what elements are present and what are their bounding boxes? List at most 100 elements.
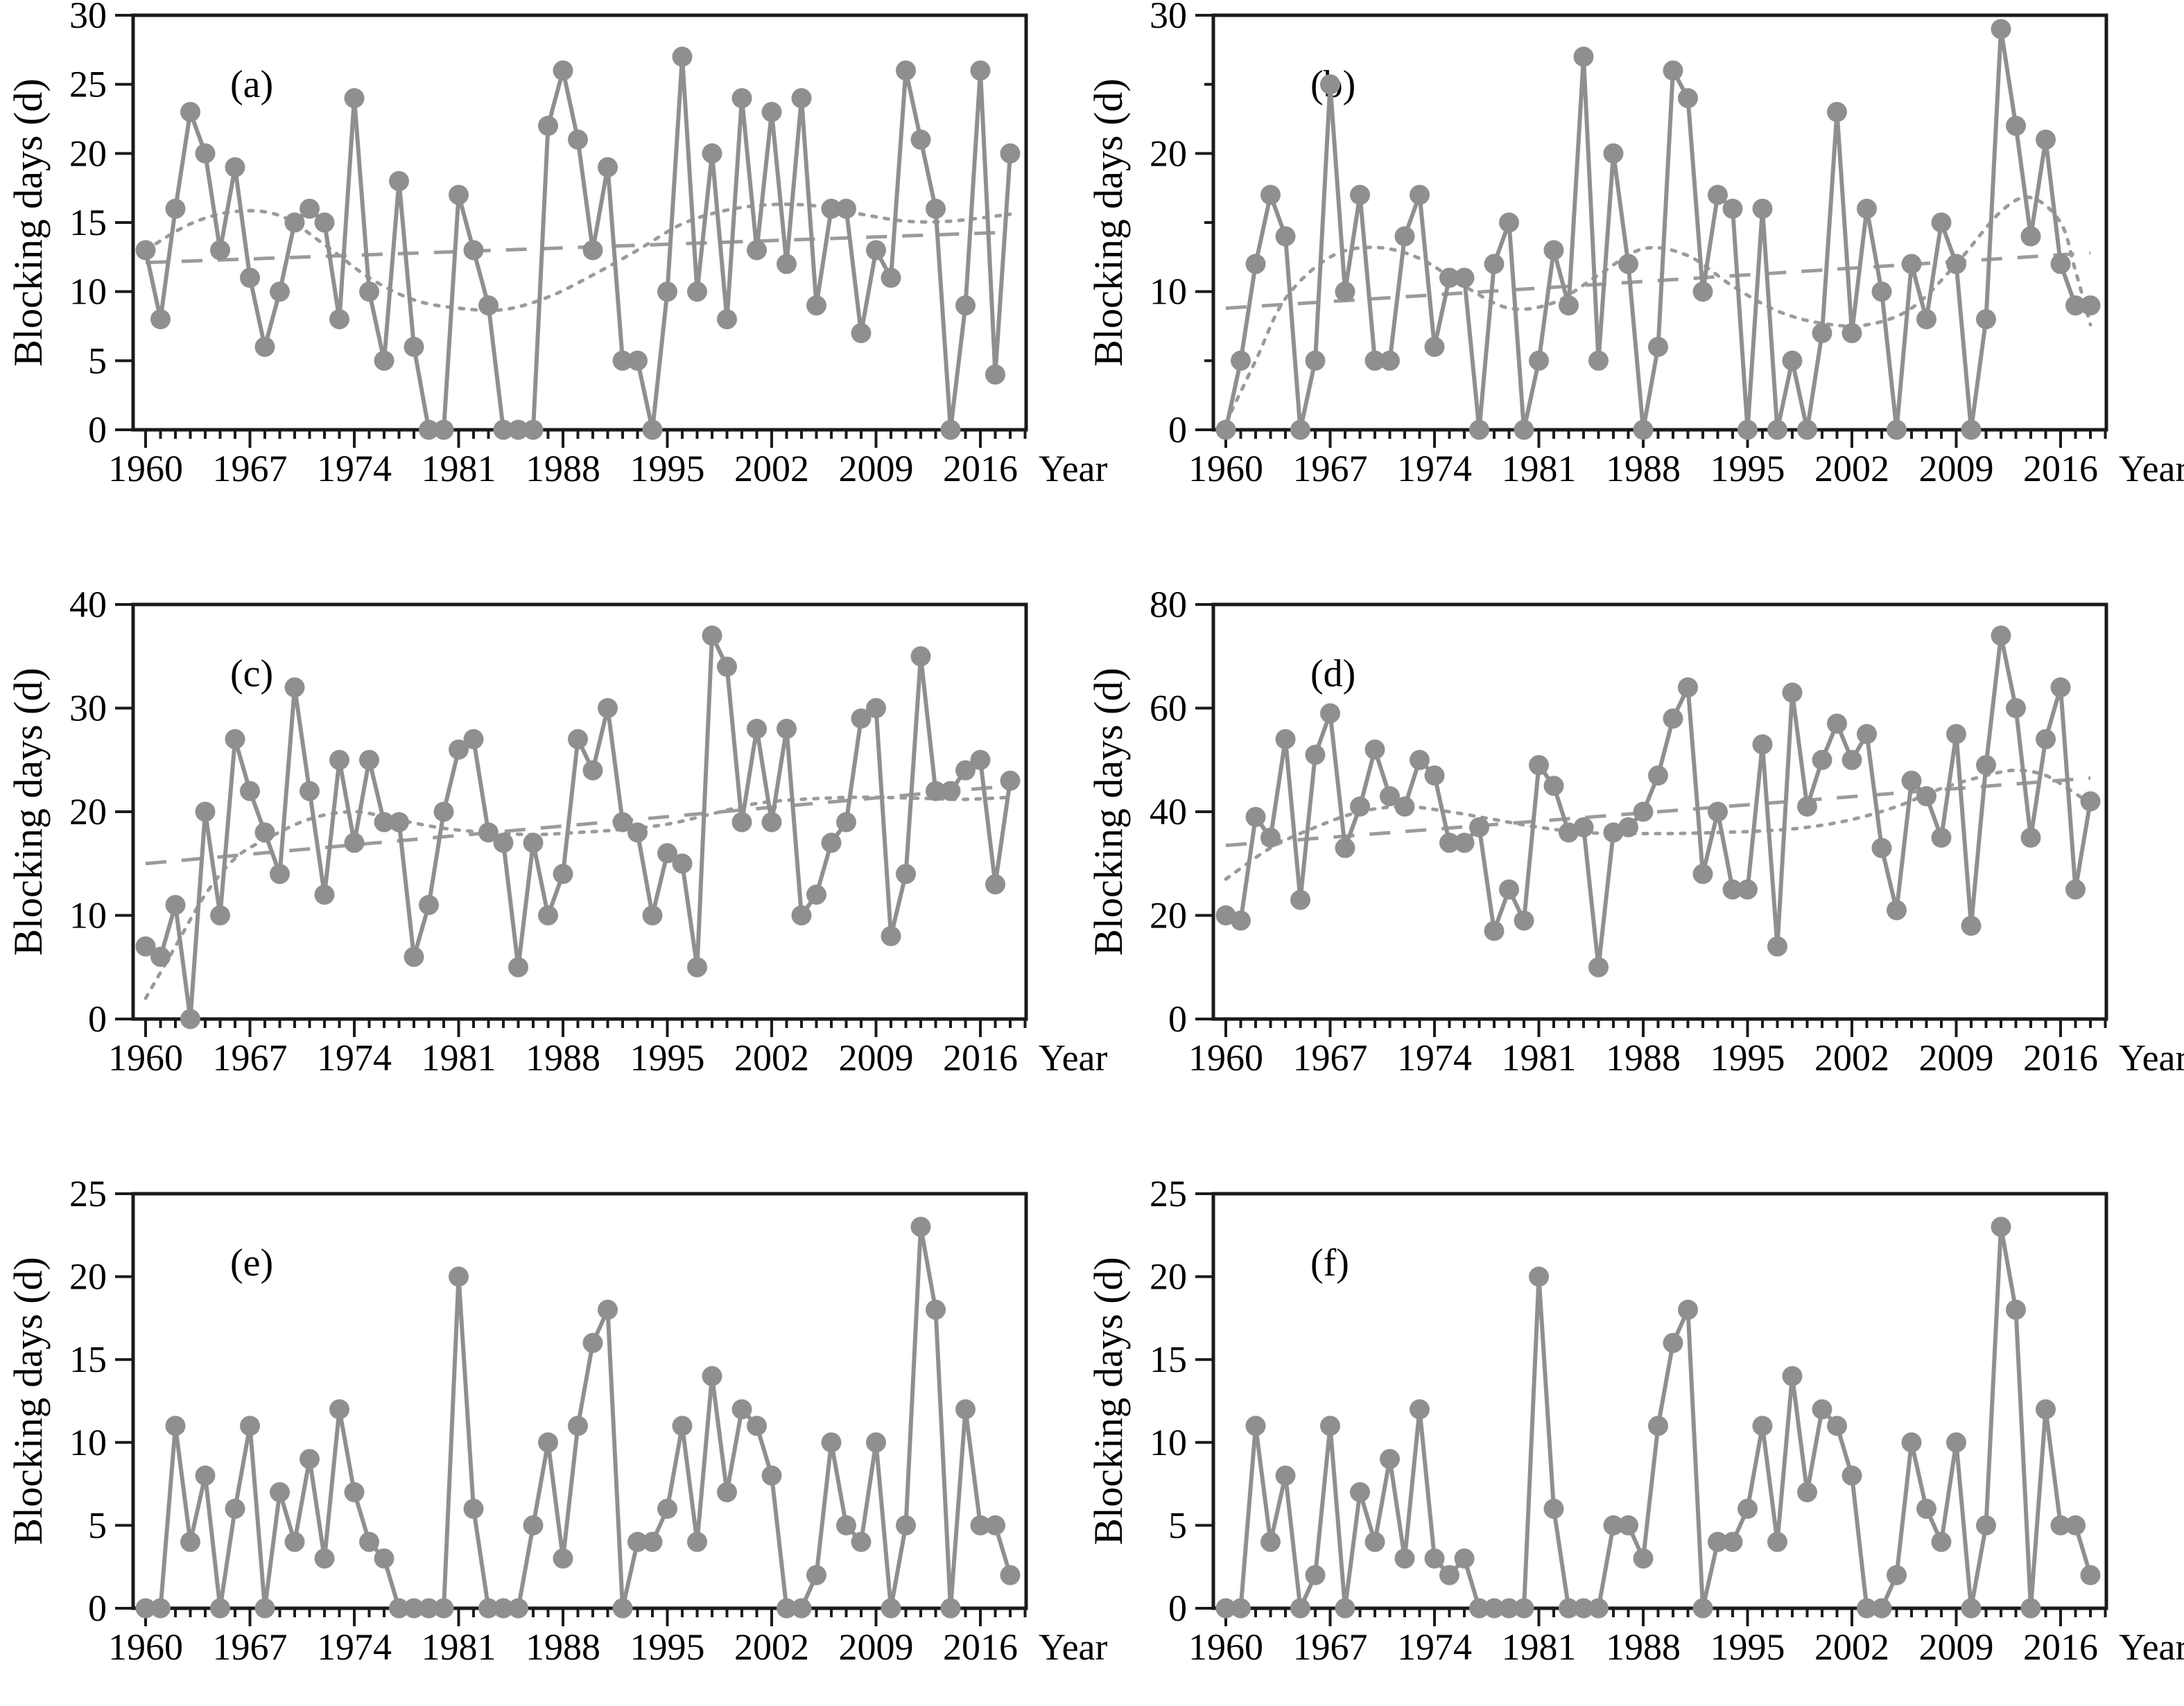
data-point	[836, 812, 856, 833]
data-point	[538, 905, 558, 925]
data-point	[1469, 419, 1489, 440]
y-tick-label: 15	[1150, 1339, 1187, 1380]
data-point	[910, 646, 931, 667]
data-point	[1692, 1598, 1713, 1619]
x-axis-title: Year	[1039, 448, 1108, 489]
data-point	[389, 171, 409, 191]
data-point	[1529, 1267, 1549, 1287]
x-tick-label: 1974	[317, 1626, 392, 1668]
data-point	[254, 336, 275, 357]
data-point	[523, 1515, 544, 1535]
data-point	[1514, 1598, 1534, 1619]
data-point	[910, 1217, 931, 1237]
y-axis-ticks-d	[1195, 603, 1213, 1020]
data-point	[1290, 889, 1310, 910]
y-tick-label: 10	[69, 271, 107, 313]
data-point	[1618, 1515, 1638, 1535]
data-point	[1410, 184, 1430, 205]
data-point	[851, 1531, 872, 1552]
data-point	[180, 102, 200, 122]
x-tick-label: 1974	[1397, 1037, 1472, 1079]
data-point	[210, 1598, 230, 1619]
data-point	[1215, 419, 1236, 440]
plot-border-e	[131, 1192, 1028, 1610]
data-point	[478, 1598, 499, 1619]
data-point	[523, 833, 544, 853]
data-point	[344, 1482, 365, 1503]
data-point	[1469, 817, 1489, 837]
data-point	[404, 336, 424, 357]
data-point	[955, 1399, 976, 1420]
data-point	[731, 812, 752, 833]
data-point	[1871, 1598, 1892, 1619]
data-point	[2036, 729, 2056, 749]
data-point	[1812, 323, 1832, 343]
y-tick-label: 0	[1168, 409, 1187, 451]
data-point	[1648, 336, 1668, 357]
data-point	[717, 656, 737, 677]
data-point	[657, 1499, 677, 1519]
data-point	[806, 885, 826, 905]
data-point	[1827, 713, 1847, 734]
y-tick-label: 30	[1150, 0, 1187, 36]
y-tick-label: 80	[1150, 584, 1187, 625]
data-point	[1603, 1515, 1624, 1535]
data-point	[1484, 1598, 1505, 1619]
data-point	[1484, 254, 1505, 275]
data-point	[1245, 254, 1266, 275]
data-point	[806, 295, 826, 316]
data-point	[165, 198, 186, 219]
data-point	[1231, 1598, 1251, 1619]
data-point	[1678, 1299, 1698, 1320]
data-point	[1260, 1531, 1281, 1552]
data-point	[1454, 268, 1475, 288]
data-point	[940, 1598, 961, 1619]
x-tick-label: 1988	[526, 1626, 600, 1668]
data-point	[896, 864, 916, 885]
x-tick-label: 1981	[1502, 448, 1577, 489]
data-point	[195, 801, 216, 822]
x-tick-label: 2002	[1814, 1037, 1889, 1079]
x-tick-label: 1974	[317, 448, 392, 489]
data-point	[1946, 724, 1966, 745]
series-markers-f	[1215, 1217, 2101, 1619]
data-point	[821, 198, 842, 219]
data-point	[1559, 295, 1579, 316]
panel-letter-d: (d)	[1310, 652, 1355, 695]
data-point	[582, 760, 603, 781]
data-point	[836, 198, 856, 219]
data-point	[270, 281, 290, 302]
data-point	[135, 936, 156, 957]
data-point	[300, 781, 320, 801]
data-point	[1454, 833, 1475, 853]
data-point	[1931, 827, 1952, 848]
data-point	[1320, 1416, 1340, 1436]
data-point	[270, 1482, 290, 1503]
data-point	[180, 1009, 200, 1029]
x-tick-label: 2009	[1919, 1037, 1994, 1079]
x-tick-label: 1995	[630, 448, 705, 489]
data-point	[582, 240, 603, 261]
y-tick-label: 40	[1150, 791, 1187, 833]
data-point	[1290, 1598, 1310, 1619]
data-point	[254, 822, 275, 843]
data-point	[1887, 1565, 1907, 1585]
data-point	[1484, 921, 1505, 941]
x-tick-label: 2009	[839, 1626, 914, 1668]
x-tick-label: 2009	[839, 448, 914, 489]
data-point	[642, 419, 663, 440]
data-point	[1380, 1449, 1400, 1470]
plot-border-f	[1211, 1192, 2108, 1610]
data-point	[1529, 755, 1549, 776]
data-point	[926, 1299, 946, 1320]
data-point	[642, 1531, 663, 1552]
data-point	[404, 1598, 424, 1619]
data-point	[150, 1598, 171, 1619]
y-tick-label: 20	[69, 791, 107, 833]
y-axis-title: Blocking days (d)	[1086, 668, 1131, 956]
data-point	[1678, 677, 1698, 698]
data-point	[135, 1598, 156, 1619]
data-point	[881, 268, 901, 288]
data-point	[1946, 1432, 1966, 1453]
data-point	[1499, 212, 1519, 233]
